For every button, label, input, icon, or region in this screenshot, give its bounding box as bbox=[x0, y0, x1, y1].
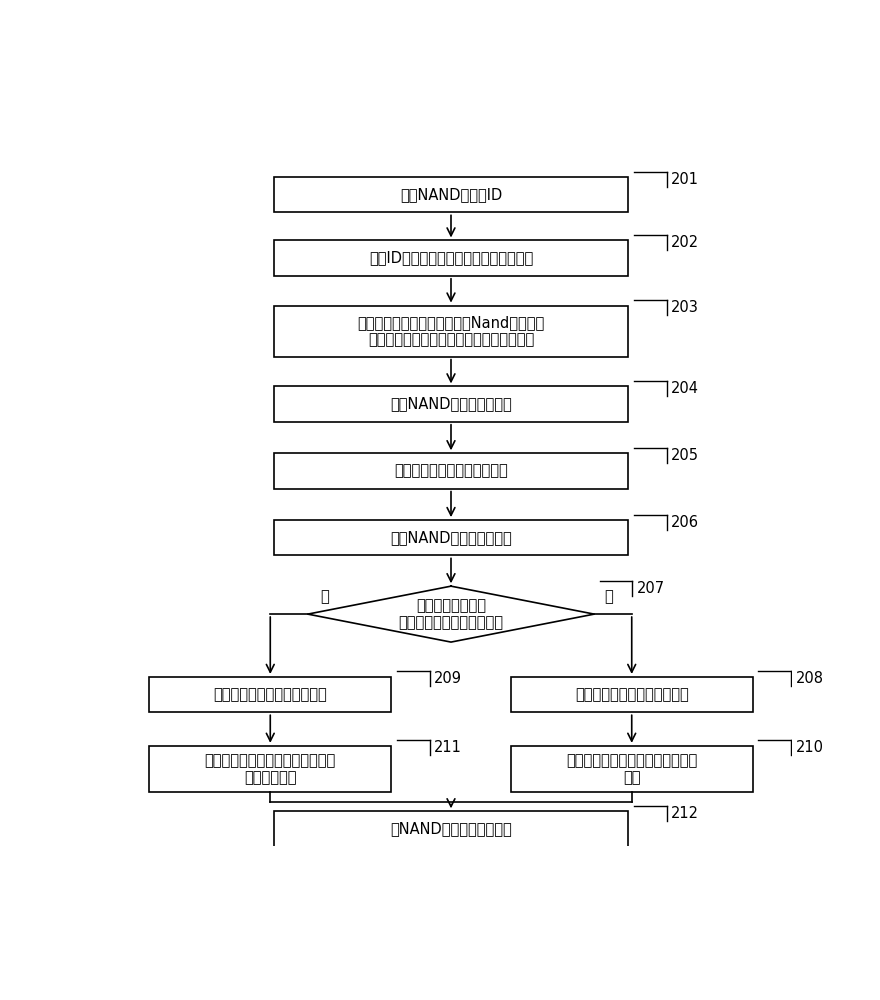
FancyBboxPatch shape bbox=[274, 240, 628, 276]
Text: 确定目标绑定块为第一绑定块: 确定目标绑定块为第一绑定块 bbox=[575, 687, 689, 702]
Text: 210: 210 bbox=[796, 740, 824, 755]
Text: 确定目标绑定块为第二绑定块: 确定目标绑定块为第二绑定块 bbox=[213, 687, 327, 702]
Text: 205: 205 bbox=[671, 448, 700, 463]
Text: 203: 203 bbox=[671, 300, 700, 315]
FancyBboxPatch shape bbox=[274, 306, 628, 357]
Text: 读取NAND闪存的ID: 读取NAND闪存的ID bbox=[400, 187, 502, 202]
FancyBboxPatch shape bbox=[510, 746, 752, 792]
FancyBboxPatch shape bbox=[150, 677, 392, 712]
Text: 获取NAND闪存的坏块记录: 获取NAND闪存的坏块记录 bbox=[390, 530, 512, 545]
FancyBboxPatch shape bbox=[510, 677, 752, 712]
Text: 将第二绑定块中好块的信息存入单
独物理块表中: 将第二绑定块中好块的信息存入单 独物理块表中 bbox=[205, 753, 336, 785]
Text: 209: 209 bbox=[435, 671, 462, 686]
Text: 根据配置信息建立预绑定块表: 根据配置信息建立预绑定块表 bbox=[394, 463, 508, 478]
Text: 否: 否 bbox=[605, 590, 613, 605]
Text: 按照原厂坏块信息检查方法对Nand闪存的所
有物理块进行原厂坏块检查，确定坏块记录: 按照原厂坏块信息检查方法对Nand闪存的所 有物理块进行原厂坏块检查，确定坏块记… bbox=[357, 315, 545, 347]
FancyBboxPatch shape bbox=[274, 453, 628, 489]
Text: 204: 204 bbox=[671, 381, 700, 396]
Text: 将第一绑定块的信息存入准绑定块
表中: 将第一绑定块的信息存入准绑定块 表中 bbox=[566, 753, 697, 785]
Text: 211: 211 bbox=[435, 740, 462, 755]
FancyBboxPatch shape bbox=[150, 746, 392, 792]
Text: 是: 是 bbox=[320, 590, 329, 605]
Text: 202: 202 bbox=[671, 235, 700, 250]
Text: 212: 212 bbox=[671, 806, 700, 821]
Text: 207: 207 bbox=[637, 581, 665, 596]
FancyBboxPatch shape bbox=[274, 520, 628, 555]
Text: 获取NAND闪存的配置信息: 获取NAND闪存的配置信息 bbox=[390, 397, 512, 412]
FancyBboxPatch shape bbox=[274, 177, 628, 212]
FancyBboxPatch shape bbox=[274, 386, 628, 422]
Text: 根据ID找出对应的原厂坏块信息检查方法: 根据ID找出对应的原厂坏块信息检查方法 bbox=[369, 251, 533, 266]
FancyBboxPatch shape bbox=[274, 811, 628, 847]
Text: 201: 201 bbox=[671, 172, 700, 187]
Text: 208: 208 bbox=[796, 671, 824, 686]
Text: 根据坏块信息判断
目标绑定块中是否存在坏块: 根据坏块信息判断 目标绑定块中是否存在坏块 bbox=[399, 598, 503, 630]
Text: 206: 206 bbox=[671, 515, 700, 530]
Text: 向NAND闪存发送存储请求: 向NAND闪存发送存储请求 bbox=[390, 821, 512, 836]
